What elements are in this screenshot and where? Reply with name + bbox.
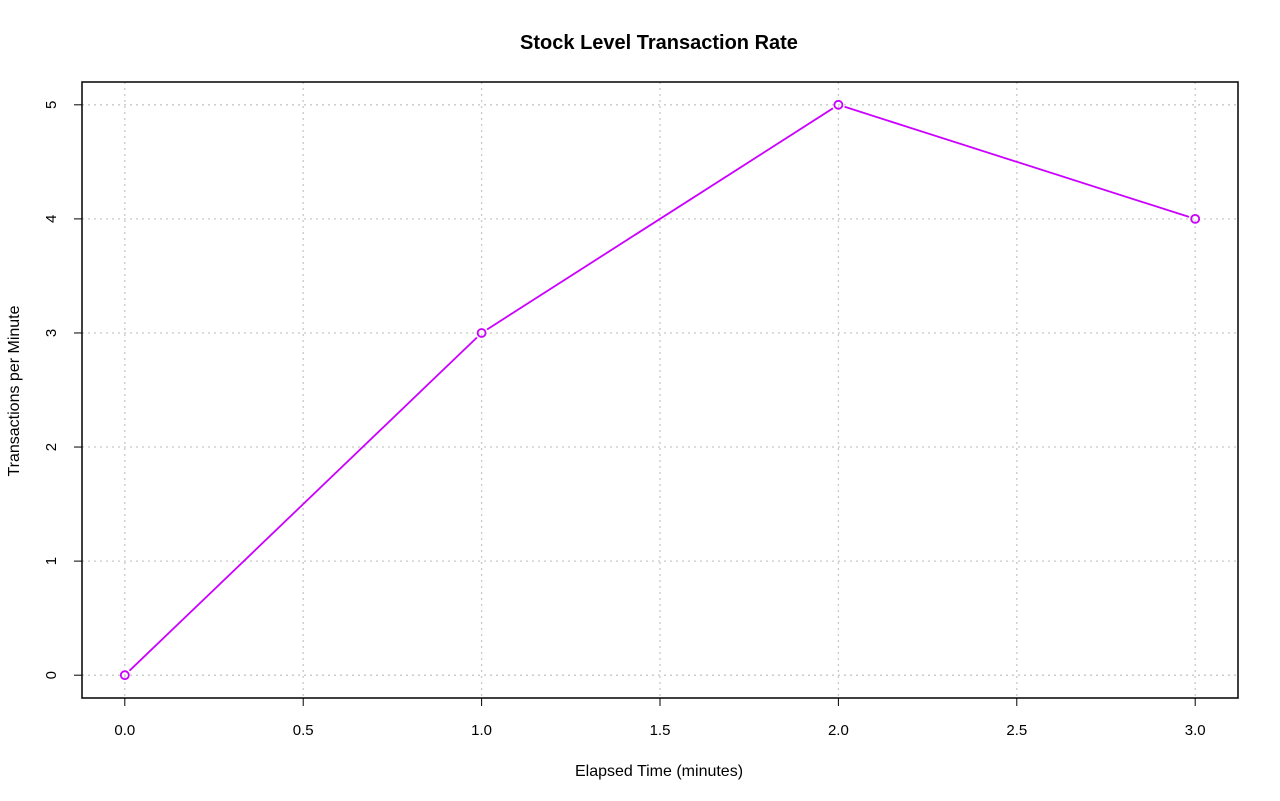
x-axis-label: Elapsed Time (minutes) bbox=[575, 763, 743, 780]
x-tick-label-1: 0.5 bbox=[293, 722, 314, 739]
x-tick-label-3: 1.5 bbox=[650, 722, 671, 739]
chart-title: Stock Level Transaction Rate bbox=[520, 32, 798, 54]
series-0-point-2 bbox=[833, 99, 844, 110]
y-tick-label-1: 1 bbox=[43, 557, 60, 565]
x-tick-label-2: 1.0 bbox=[471, 722, 492, 739]
series-0-segment-2 bbox=[844, 105, 1190, 218]
series-layer bbox=[119, 99, 1201, 681]
x-tick-label-4: 2.0 bbox=[828, 722, 849, 739]
y-tick-label-5: 5 bbox=[43, 101, 60, 109]
y-tick-label-0: 0 bbox=[43, 671, 60, 679]
grid bbox=[82, 82, 1238, 698]
series-0-segment-1 bbox=[486, 107, 834, 331]
x-axis: 0.0 0.5 1.0 1.5 2.0 2.5 3.0 bbox=[114, 697, 1206, 739]
y-axis-label: Transactions per Minute bbox=[6, 305, 23, 476]
x-tick-label-0: 0.0 bbox=[114, 722, 135, 739]
series-0-segment-0 bbox=[128, 336, 478, 672]
x-tick-label-5: 2.5 bbox=[1006, 722, 1027, 739]
y-axis: 0 1 2 3 4 5 bbox=[43, 101, 83, 679]
series-0-point-0 bbox=[119, 670, 130, 681]
y-tick-label-4: 4 bbox=[43, 215, 60, 223]
y-tick-label-3: 3 bbox=[43, 329, 60, 337]
series-0-point-3 bbox=[1190, 213, 1201, 224]
y-tick-label-2: 2 bbox=[43, 443, 60, 451]
series-0-point-1 bbox=[476, 328, 487, 338]
x-tick-label-6: 3.0 bbox=[1185, 722, 1206, 739]
